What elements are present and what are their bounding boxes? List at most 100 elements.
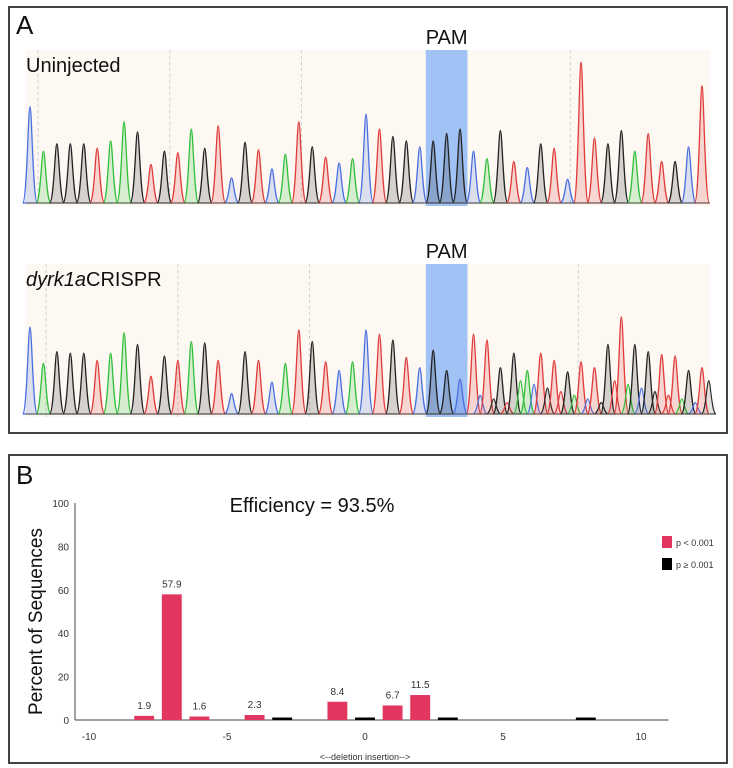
peak-G (48, 143, 65, 204)
peak-G (398, 140, 415, 204)
peak-T (586, 366, 603, 415)
peak-G (156, 150, 173, 204)
peak-C (21, 106, 39, 204)
peak-T (290, 329, 307, 415)
secondary-peak-G (593, 401, 609, 415)
secondary-peak-T (660, 394, 677, 415)
peak-C (519, 166, 536, 204)
efficiency-annotation: Efficiency = 93.5% (230, 495, 395, 517)
peak-T (250, 149, 267, 204)
peak-T (89, 147, 106, 204)
peak-T (546, 147, 563, 204)
bar (134, 715, 155, 720)
peak-G (438, 369, 455, 415)
peak-G (613, 129, 630, 204)
peak-G (237, 141, 254, 204)
bar-value-label: 2.3 (248, 700, 262, 711)
peak-C (411, 146, 428, 204)
x-axis-label: <--deletion insertion--> (320, 752, 411, 762)
trace-1: PAM dyrk1a CRISPR (21, 241, 717, 417)
peak-G (384, 339, 401, 415)
secondary-peak-T (553, 390, 569, 415)
panel-a-label: A (16, 10, 34, 40)
peak-G (599, 143, 616, 204)
peak-T (465, 333, 482, 415)
peak-A (344, 157, 361, 204)
peak-A (116, 332, 133, 415)
y-tick-label: 60 (58, 586, 70, 597)
legend-swatch (662, 536, 672, 548)
secondary-peak-G (486, 398, 502, 415)
peak-T (142, 375, 159, 415)
peak-A (344, 361, 361, 415)
y-tick-label: 20 (58, 673, 70, 684)
bar-value-label: 57.9 (162, 579, 182, 590)
peak-T (250, 359, 267, 415)
x-tick-label: 10 (635, 732, 647, 743)
peak-G (129, 343, 146, 415)
secondary-peak-T (499, 401, 515, 415)
bar (575, 717, 596, 720)
secondary-peak-A (566, 394, 582, 415)
peak-C (452, 378, 469, 415)
peak-A (183, 128, 200, 204)
bar (161, 594, 182, 720)
bar (244, 715, 265, 720)
peak-C (411, 366, 428, 415)
secondary-peak-A (620, 383, 637, 415)
peak-G (196, 147, 213, 204)
secondary-peak-C (687, 401, 703, 415)
peak-T (478, 339, 495, 415)
peak-G (667, 160, 684, 204)
peak-T (317, 156, 334, 204)
peak-T (586, 137, 603, 204)
peak-A (277, 153, 294, 204)
peak-T (290, 120, 307, 204)
bar-value-label: 8.4 (330, 687, 344, 698)
panel-a: A PAM Uninjected PAM dyrk1a CRISPR (8, 6, 728, 434)
bar (355, 717, 375, 720)
pam-highlight (425, 264, 468, 417)
peak-C (465, 150, 482, 204)
bar (327, 701, 348, 720)
peak-G (452, 128, 469, 204)
peak-C (559, 178, 576, 204)
peak-T (573, 61, 590, 204)
peak-T (89, 359, 106, 415)
peak-C (331, 369, 348, 415)
peak-G (237, 350, 254, 415)
peak-G (75, 143, 92, 204)
peak-C (223, 393, 240, 415)
bar-chart: 0 20 40 60 80 100 -10 -5 0 5 10 <--deletion inserti… (26, 495, 714, 762)
secondary-peak-A (512, 380, 529, 415)
peak-T (653, 160, 670, 204)
bar-value-label: 1.9 (137, 701, 151, 712)
peak-T (653, 353, 670, 415)
trace-background (26, 50, 710, 206)
peak-C (331, 162, 348, 204)
x-tick-label: -5 (223, 732, 232, 743)
peak-G (62, 143, 79, 204)
peak-T (371, 128, 388, 204)
peak-C (263, 381, 280, 415)
peak-A (183, 340, 200, 415)
legend-label: p < 0.001 (676, 538, 714, 548)
peak-G (384, 135, 401, 204)
peak-G (438, 132, 455, 204)
y-tick-label: 100 (52, 499, 69, 510)
peak-G (75, 352, 92, 415)
peak-T (667, 355, 684, 415)
peak-A (478, 157, 495, 204)
x-tick-label: 0 (362, 732, 368, 743)
peak-T (169, 359, 186, 415)
legend-label: p ≥ 0.001 (676, 560, 713, 570)
secondary-peak-A (674, 398, 690, 415)
secondary-peak-T (606, 380, 623, 415)
peak-A (277, 362, 294, 415)
peak-T (371, 333, 388, 415)
bar-value-label: 11.5 (411, 680, 430, 691)
peak-A (35, 362, 52, 415)
y-axis-label: Percent of Sequences (26, 528, 47, 715)
peak-G (196, 342, 213, 415)
